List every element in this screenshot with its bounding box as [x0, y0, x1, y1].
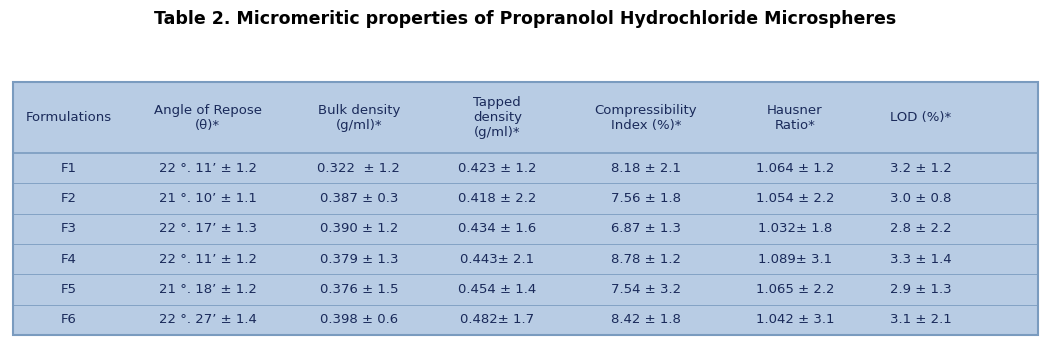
Text: 0.390 ± 1.2: 0.390 ± 1.2 — [320, 222, 398, 235]
Bar — [13, 82, 1038, 335]
Text: 0.322  ± 1.2: 0.322 ± 1.2 — [317, 162, 400, 175]
Text: 0.418 ± 2.2: 0.418 ± 2.2 — [458, 192, 536, 205]
Text: 2.9 ± 1.3: 2.9 ± 1.3 — [889, 283, 951, 296]
Text: F3: F3 — [61, 222, 77, 235]
Text: 7.54 ± 3.2: 7.54 ± 3.2 — [611, 283, 681, 296]
Bar — [13, 82, 1038, 335]
Text: 1.054 ± 2.2: 1.054 ± 2.2 — [756, 192, 834, 205]
Text: F4: F4 — [61, 253, 77, 266]
Text: 1.089± 3.1: 1.089± 3.1 — [758, 253, 831, 266]
Text: Table 2. Micromeritic properties of Propranolol Hydrochloride Microspheres: Table 2. Micromeritic properties of Prop… — [154, 10, 897, 28]
Text: Tapped
density
(g/ml)*: Tapped density (g/ml)* — [473, 96, 521, 139]
Text: LOD (%)*: LOD (%)* — [890, 111, 951, 124]
Text: Bulk density
(g/ml)*: Bulk density (g/ml)* — [317, 104, 400, 132]
Text: 3.3 ± 1.4: 3.3 ± 1.4 — [889, 253, 951, 266]
Text: F6: F6 — [61, 314, 77, 327]
Text: 0.379 ± 1.3: 0.379 ± 1.3 — [320, 253, 398, 266]
Text: 21 °. 18’ ± 1.2: 21 °. 18’ ± 1.2 — [159, 283, 256, 296]
Text: 8.18 ± 2.1: 8.18 ± 2.1 — [611, 162, 681, 175]
Text: 2.8 ± 2.2: 2.8 ± 2.2 — [889, 222, 951, 235]
Text: 0.423 ± 1.2: 0.423 ± 1.2 — [458, 162, 537, 175]
Text: Formulations: Formulations — [26, 111, 112, 124]
Text: 22 °. 11’ ± 1.2: 22 °. 11’ ± 1.2 — [159, 162, 256, 175]
Text: 0.387 ± 0.3: 0.387 ± 0.3 — [320, 192, 398, 205]
Text: 1.032± 1.8: 1.032± 1.8 — [758, 222, 832, 235]
Text: 0.454 ± 1.4: 0.454 ± 1.4 — [458, 283, 536, 296]
Text: 1.065 ± 2.2: 1.065 ± 2.2 — [756, 283, 834, 296]
Text: 22 °. 17’ ± 1.3: 22 °. 17’ ± 1.3 — [159, 222, 256, 235]
Text: 8.78 ± 1.2: 8.78 ± 1.2 — [611, 253, 681, 266]
Text: F1: F1 — [61, 162, 77, 175]
Text: 3.2 ± 1.2: 3.2 ± 1.2 — [889, 162, 951, 175]
Text: 1.064 ± 1.2: 1.064 ± 1.2 — [756, 162, 833, 175]
Text: 6.87 ± 1.3: 6.87 ± 1.3 — [611, 222, 681, 235]
Text: 0.434 ± 1.6: 0.434 ± 1.6 — [458, 222, 536, 235]
Text: 22 °. 11’ ± 1.2: 22 °. 11’ ± 1.2 — [159, 253, 256, 266]
Text: F2: F2 — [61, 192, 77, 205]
Text: Hausner
Ratio*: Hausner Ratio* — [767, 104, 823, 132]
Text: 1.042 ± 3.1: 1.042 ± 3.1 — [756, 314, 834, 327]
Text: 21 °. 10’ ± 1.1: 21 °. 10’ ± 1.1 — [159, 192, 256, 205]
Text: 3.0 ± 0.8: 3.0 ± 0.8 — [890, 192, 951, 205]
Text: Compressibility
Index (%)*: Compressibility Index (%)* — [595, 104, 698, 132]
Text: F5: F5 — [61, 283, 77, 296]
Text: 3.1 ± 2.1: 3.1 ± 2.1 — [889, 314, 951, 327]
Text: 7.56 ± 1.8: 7.56 ± 1.8 — [611, 192, 681, 205]
Text: 0.398 ± 0.6: 0.398 ± 0.6 — [320, 314, 398, 327]
Text: 0.443± 2.1: 0.443± 2.1 — [460, 253, 534, 266]
Text: 22 °. 27’ ± 1.4: 22 °. 27’ ± 1.4 — [159, 314, 256, 327]
Text: 0.482± 1.7: 0.482± 1.7 — [460, 314, 534, 327]
Text: 0.376 ± 1.5: 0.376 ± 1.5 — [320, 283, 398, 296]
Text: Angle of Repose
(θ)*: Angle of Repose (θ)* — [153, 104, 262, 132]
Text: 8.42 ± 1.8: 8.42 ± 1.8 — [611, 314, 681, 327]
